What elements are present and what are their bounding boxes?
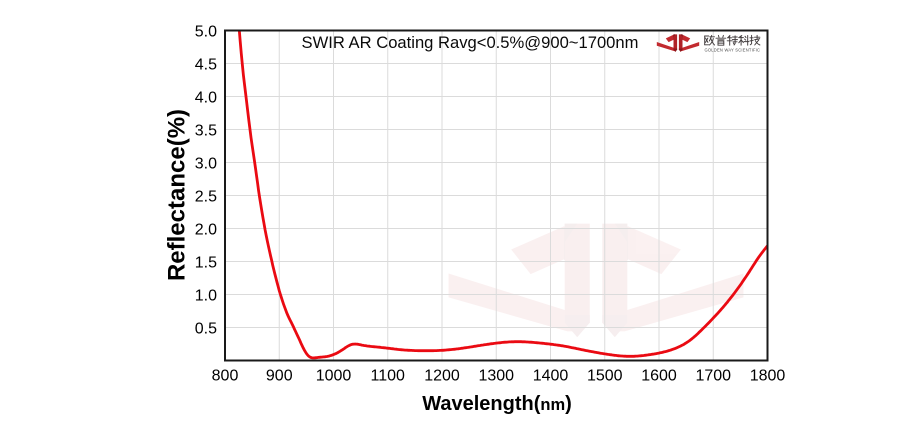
svg-text:1500: 1500	[587, 368, 623, 385]
svg-text:Reflectance(%): Reflectance(%)	[164, 109, 191, 281]
svg-text:900: 900	[266, 368, 293, 385]
svg-text:1600: 1600	[641, 368, 677, 385]
svg-text:3.5: 3.5	[195, 122, 217, 139]
svg-text:1.0: 1.0	[195, 287, 217, 304]
svg-text:1800: 1800	[750, 368, 786, 385]
svg-text:2.5: 2.5	[195, 188, 217, 205]
svg-text:1400: 1400	[533, 368, 569, 385]
svg-text:Wavelength(nm): Wavelength(nm)	[422, 393, 572, 415]
svg-text:3.0: 3.0	[195, 155, 217, 172]
svg-text:1700: 1700	[695, 368, 731, 385]
svg-text:GOLDEN WAY SCIENTIFIC: GOLDEN WAY SCIENTIFIC	[705, 47, 761, 52]
svg-text:2.0: 2.0	[195, 221, 217, 238]
svg-text:1.5: 1.5	[195, 254, 217, 271]
svg-text:1100: 1100	[371, 368, 406, 385]
svg-text:1000: 1000	[316, 368, 352, 385]
svg-text:0.5: 0.5	[195, 320, 217, 337]
svg-text:4.0: 4.0	[195, 89, 217, 106]
svg-text:4.5: 4.5	[195, 56, 217, 73]
svg-text:5.0: 5.0	[195, 23, 217, 40]
svg-text:SWIR AR Coating Ravg<0.5%@900~: SWIR AR Coating Ravg<0.5%@900~1700nm	[302, 33, 639, 52]
svg-text:1300: 1300	[478, 368, 514, 385]
svg-text:800: 800	[212, 368, 239, 385]
svg-text:1200: 1200	[424, 368, 460, 385]
